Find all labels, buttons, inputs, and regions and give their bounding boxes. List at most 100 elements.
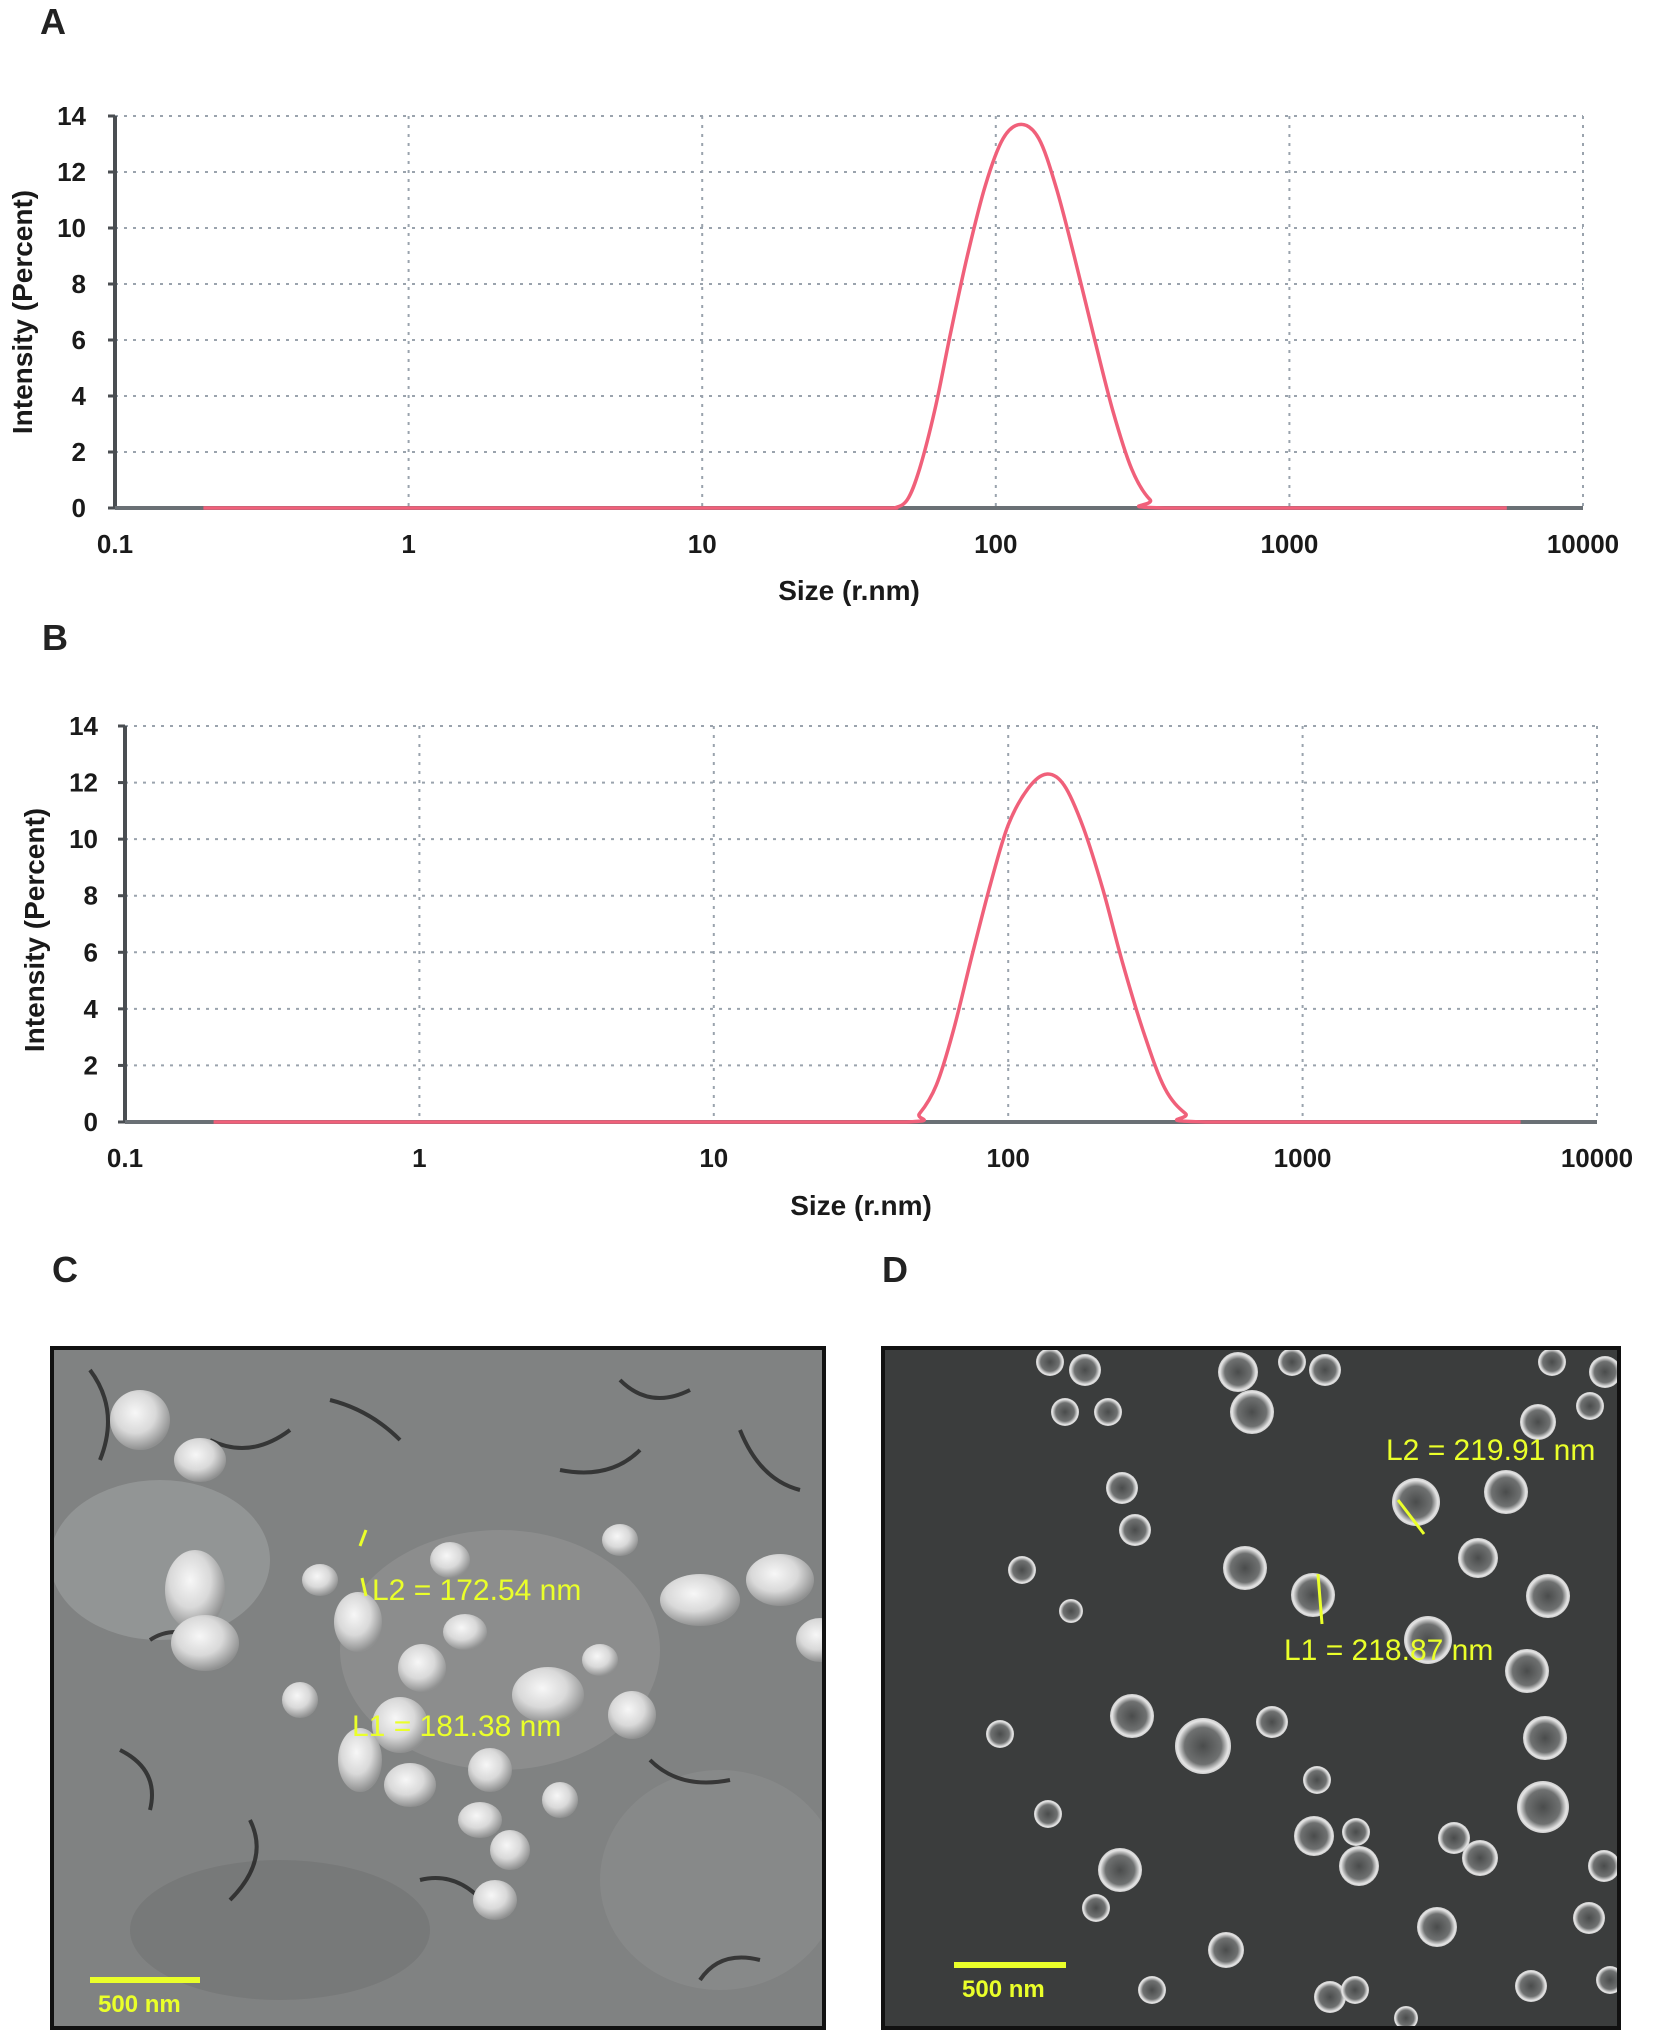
chart-a-xtick-label: 0.1	[97, 529, 133, 559]
chart-a-series-line	[203, 122, 1507, 510]
sem-d-particle	[1008, 1556, 1036, 1584]
sem-c-particles	[110, 1390, 824, 1920]
sem-c-particle	[334, 1592, 382, 1652]
chart-b-xtick-label: 10	[699, 1143, 728, 1173]
sem-c-particle	[443, 1614, 487, 1650]
panel-label-c: C	[52, 1249, 78, 1290]
sem-c-particle	[302, 1564, 338, 1596]
sem-d-particle	[1404, 1616, 1452, 1664]
chart-b-ytick-label: 8	[84, 881, 98, 911]
sem-d-particle	[1106, 1472, 1138, 1504]
sem-c-particle	[746, 1554, 814, 1606]
chart-a-x-axis-label: Size (r.nm)	[778, 575, 920, 606]
sem-c-measurement-l1: L1 = 181.38 nm	[352, 1710, 561, 1743]
chart-b-xtick-label: 100	[987, 1143, 1030, 1173]
sem-c-particle	[542, 1782, 578, 1818]
panel-label-b: B	[42, 617, 68, 658]
sem-d-measure-line-l2	[1396, 1499, 1426, 1535]
sem-d-particle	[1526, 1574, 1570, 1618]
chart-b-x-axis-label: Size (r.nm)	[790, 1190, 932, 1221]
sem-d-particle	[1034, 1800, 1062, 1828]
panel-label-a: A	[40, 1, 66, 42]
sem-d-particle	[1069, 1354, 1101, 1386]
sem-d-particle	[1036, 1348, 1064, 1376]
sem-d-particle	[1458, 1538, 1498, 1578]
sem-d-particle	[1223, 1546, 1267, 1590]
chart-b-series-line	[213, 772, 1521, 1124]
sem-c-particle	[338, 1728, 382, 1792]
sem-d-particle	[1392, 1478, 1440, 1526]
sem-c-particle	[430, 1542, 470, 1578]
sem-c-scale-label: 500 nm	[98, 1991, 181, 2018]
sem-d-particle	[1208, 1932, 1244, 1968]
sem-d-particle	[1588, 1850, 1619, 1882]
chart-b-ytick-label: 14	[69, 711, 98, 741]
sem-d-particle	[1291, 1573, 1335, 1617]
sem-d-particle	[1098, 1848, 1142, 1892]
sem-d-texture	[883, 1348, 1619, 2028]
sem-d-measurement-l1: L1 = 218.87 nm	[1284, 1634, 1493, 1667]
sem-c-particle	[372, 1697, 428, 1753]
sem-image-d: L2 = 219.91 nm L1 = 218.87 nm 500 nm	[881, 1346, 1621, 2030]
chart-b-ytick-label: 10	[69, 824, 98, 854]
sem-image-c: L2 = 172.54 nm L1 = 181.38 nm 500 nm	[50, 1346, 826, 2030]
chart-a-y-axis-label: Intensity (Percent)	[7, 190, 38, 434]
sem-c-particle	[608, 1691, 656, 1739]
sem-c-particle	[110, 1390, 170, 1450]
sem-d-particles	[986, 1348, 1619, 2028]
sem-d-particle	[1576, 1392, 1604, 1420]
sem-d-particle	[1462, 1840, 1498, 1876]
chart-a-xtick-label: 1000	[1260, 529, 1318, 559]
sem-d-particle	[1484, 1470, 1528, 1514]
sem-c-texture	[52, 1348, 824, 2028]
chart-b-ytick-label: 6	[84, 937, 98, 967]
sem-d-particle	[1339, 1846, 1379, 1886]
sem-c-particle	[468, 1748, 512, 1792]
chart-a-ytick-label: 0	[72, 493, 86, 523]
sem-c-particle	[384, 1763, 436, 1807]
chart-b-ytick-label: 0	[84, 1107, 98, 1137]
sem-d-particle	[1589, 1356, 1619, 1388]
sem-d-particle	[1059, 1599, 1083, 1623]
sem-d-particle	[1505, 1649, 1549, 1693]
sem-d-particle	[1538, 1348, 1566, 1376]
sem-c-particle	[660, 1574, 740, 1626]
sem-c-particle	[490, 1830, 530, 1870]
sem-d-particle	[1094, 1398, 1122, 1426]
sem-d-particle	[1294, 1816, 1334, 1856]
sem-c-particle	[512, 1667, 584, 1723]
chart-a-ytick-label: 10	[57, 213, 86, 243]
sem-d-particle	[1573, 1902, 1605, 1934]
sem-d-particle	[1341, 1976, 1369, 2004]
sem-d-scale-label: 500 nm	[962, 1976, 1045, 2003]
sem-d-particle	[1175, 1718, 1231, 1774]
sem-d-measure-line-l1	[1316, 1573, 1324, 1625]
sem-d-particle	[1218, 1352, 1258, 1392]
sem-d-particle	[1438, 1822, 1470, 1854]
chart-a-ytick-label: 14	[57, 101, 86, 131]
sem-c-measure-line-l2	[358, 1529, 368, 1547]
sem-d-particle	[1517, 1781, 1569, 1833]
sem-d-particle	[1278, 1348, 1306, 1376]
sem-c-particle	[282, 1682, 318, 1718]
sem-c-measure-line-l1	[360, 1577, 368, 1597]
sem-c-scale-bar	[90, 1977, 200, 1983]
chart-b-xtick-label: 1	[412, 1143, 426, 1173]
chart-b-ytick-label: 2	[84, 1050, 98, 1080]
sem-d-particle	[1515, 1970, 1547, 2002]
sem-c-particle	[602, 1524, 638, 1556]
sem-d-particle	[1082, 1894, 1110, 1922]
chart-a-xtick-label: 10	[688, 529, 717, 559]
sem-d-particle	[1596, 1966, 1619, 1994]
sem-d-measurement-l2: L2 = 219.91 nm	[1386, 1434, 1595, 1467]
sem-d-particle	[1230, 1390, 1274, 1434]
sem-c-particle	[582, 1644, 618, 1676]
sem-c-particle	[165, 1550, 225, 1630]
chart-a-xtick-label: 10000	[1547, 529, 1619, 559]
chart-b-xtick-label: 10000	[1561, 1143, 1633, 1173]
chart-b: 0 2 4 6 8 10 12 14 0.1 1 10 100 1000 10000 Size (r.nm)…	[19, 711, 1633, 1221]
panel-label-d: D	[882, 1249, 908, 1290]
sem-d-particle	[1342, 1818, 1370, 1846]
chart-a-ytick-label: 2	[72, 437, 86, 467]
sem-d-particle	[1051, 1398, 1079, 1426]
